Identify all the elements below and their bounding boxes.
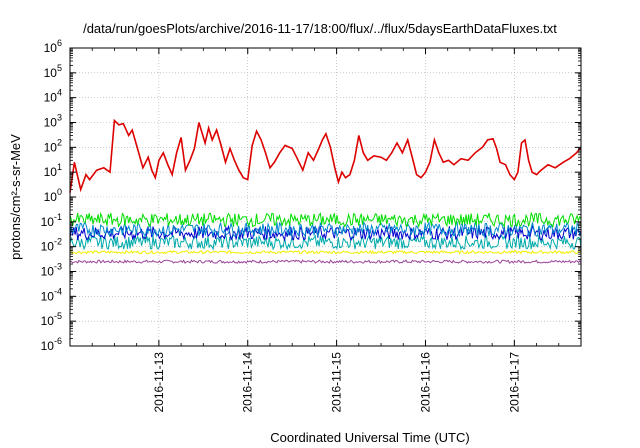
y-tick-label: 105: [44, 63, 62, 80]
series-line: [69, 234, 582, 251]
x-tick-label: 2016-11-16: [418, 352, 432, 413]
y-tick-label: 101: [44, 162, 62, 179]
y-tick-label: 103: [44, 113, 62, 130]
y-tick-label: 10-1: [41, 212, 62, 229]
y-axis-label: protons/cm²-s-sr-MeV: [8, 134, 23, 260]
series-line: [69, 224, 582, 242]
y-tick-label: 10-4: [41, 286, 62, 303]
series-line: [69, 118, 582, 193]
series-line: [69, 221, 582, 238]
y-tick-label: 10-6: [41, 336, 62, 353]
y-tick-label: 106: [44, 38, 62, 55]
grid: [70, 48, 581, 346]
x-tick-label: 2016-11-14: [241, 352, 255, 413]
series-line: [69, 259, 582, 264]
x-tick-label: 2016-11-13: [152, 352, 166, 413]
series-line: [69, 211, 582, 229]
y-axis-ticks: 10-6 10-5 10-4 10-3 10-2 10-1 100 101 102 103 104 1…: [41, 38, 581, 353]
chart-title: /data/run/goesPlots/archive/2016-11-17/1…: [83, 21, 557, 36]
y-tick-label: 104: [44, 88, 62, 105]
x-tick-label: 2016-11-17: [507, 352, 521, 413]
x-axis-ticks: 2016-11-13 2016-11-14 2016-11-15 2016-11-16…: [91, 48, 582, 413]
series-group: [69, 118, 582, 264]
y-tick-label: 10-5: [41, 311, 62, 328]
x-tick-label: 2016-11-15: [330, 352, 344, 413]
x-axis-label: Coordinated Universal Time (UTC): [270, 430, 470, 445]
y-tick-label: 10-3: [41, 262, 62, 279]
y-tick-label: 102: [44, 137, 62, 154]
series-line: [69, 249, 582, 255]
y-tick-label: 100: [44, 187, 62, 204]
y-tick-label: 10-2: [41, 237, 62, 254]
